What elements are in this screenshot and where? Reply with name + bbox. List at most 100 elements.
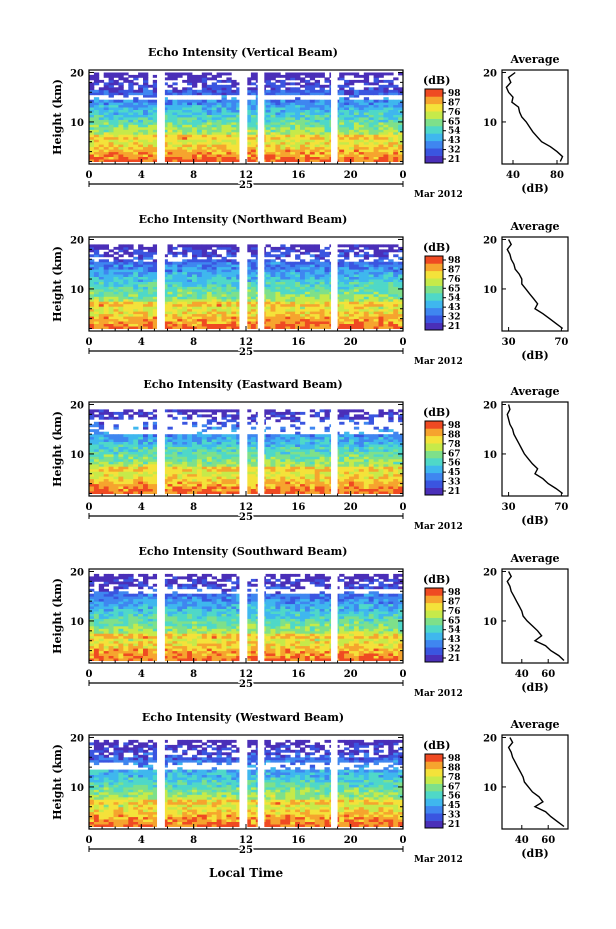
heatmap-cell [280,313,286,317]
heatmap-cell [98,488,105,492]
heatmap-cell [231,271,237,275]
heatmap-cell [103,323,109,327]
heatmap-cell [349,276,355,280]
heatmap-cell [270,82,276,86]
heatmap-cell [182,466,188,470]
heatmap-cell [246,306,252,310]
heatmap-cell [187,102,193,106]
heatmap-cell [339,146,345,150]
heatmap-cell [393,486,399,489]
heatmap-cell [93,74,100,78]
heatmap-cell [177,114,183,118]
heatmap-cell [118,491,124,494]
heatmap-cell [275,254,281,258]
heatmap-cell [373,303,379,307]
heatmap-cell [246,89,252,93]
heatmap-cell [147,104,154,108]
heatmap-cell [192,473,198,477]
heatmap-cell [246,112,252,115]
heatmap-cell [133,151,139,155]
heatmap-cell [108,131,114,135]
heatmap-cell [383,286,389,290]
heatmap-cell [368,306,374,310]
heatmap-cell [103,151,109,155]
heatmap-cell [265,74,271,78]
heatmap-cell [388,286,394,290]
heatmap-cell [103,244,109,248]
heatmap-cell [143,321,149,324]
heatmap-cell [192,154,198,157]
x-tick-label: 0 [86,337,93,348]
heatmap-cell [304,131,311,135]
heatmap-cell [383,466,389,470]
data-gap [257,70,265,164]
heatmap-cell [319,269,325,273]
heatmap-cell [231,266,237,270]
heatmap-cell [363,466,370,470]
heatmap-cell [211,251,217,255]
heatmap-cell [368,311,374,315]
heatmap-cell [216,117,222,120]
heatmap-cell [304,92,311,96]
heatmap-cell [113,79,119,83]
heatmap-cell [314,306,320,310]
heatmap-cell [314,134,320,138]
heatmap-cell [324,321,330,324]
heatmap-cell [270,316,276,320]
heatmap-cell [368,471,374,475]
heatmap-cell [290,488,296,492]
heatmap-cell [118,483,124,487]
heatmap-cell [290,249,296,253]
heatmap-cell [226,89,232,93]
heatmap-cell [290,266,296,270]
day-label: 25 [239,180,253,191]
heatmap-cell [108,99,114,103]
heatmap-cell [128,318,134,322]
heatmap-cell [152,466,159,470]
heatmap-cell [344,286,350,290]
heatmap-cell [324,144,330,148]
heatmap-cell [133,264,139,268]
heatmap-cell [123,129,129,133]
heatmap-cell [295,144,301,148]
heatmap-cell [339,261,345,265]
heatmap-cell [226,156,232,160]
heatmap-cell [246,159,252,162]
heatmap-cell [304,119,311,123]
heatmap-cell [196,318,203,322]
heatmap-cell [201,269,208,273]
heatmap-cell [378,139,384,143]
heatmap-cell [98,463,105,467]
heatmap-cell [192,296,198,300]
heatmap-cell [353,264,360,268]
heatmap-cell [236,473,242,477]
heatmap-cell [319,104,325,108]
heatmap-cell [250,261,257,265]
heatmap-cell [128,121,134,125]
heatmap-cell [143,114,149,118]
heatmap-cell [344,159,350,162]
heatmap-cell [221,293,227,297]
heatmap-cell [398,261,404,265]
heatmap-cell [216,126,222,130]
heatmap-cell [368,146,374,150]
heatmap-cell [324,488,330,492]
heatmap-cell [172,144,178,148]
heatmap-cell [393,109,399,113]
heatmap-cell [295,261,301,265]
heatmap-cell [339,266,345,270]
heatmap-cell [192,246,198,250]
heatmap-cell [201,149,208,153]
heatmap-cell [182,296,188,300]
heatmap-cell [216,254,222,258]
heatmap-cell [108,136,114,140]
heatmap-cell [309,281,316,285]
heatmap-cell [152,249,159,253]
heatmap-cell [192,284,198,287]
heatmap-cell [319,124,325,128]
heatmap-cell [309,284,316,287]
heatmap-cell [192,124,198,128]
heatmap-cell [250,298,257,302]
heatmap-cell [123,286,129,290]
heatmap-cell [246,488,252,492]
